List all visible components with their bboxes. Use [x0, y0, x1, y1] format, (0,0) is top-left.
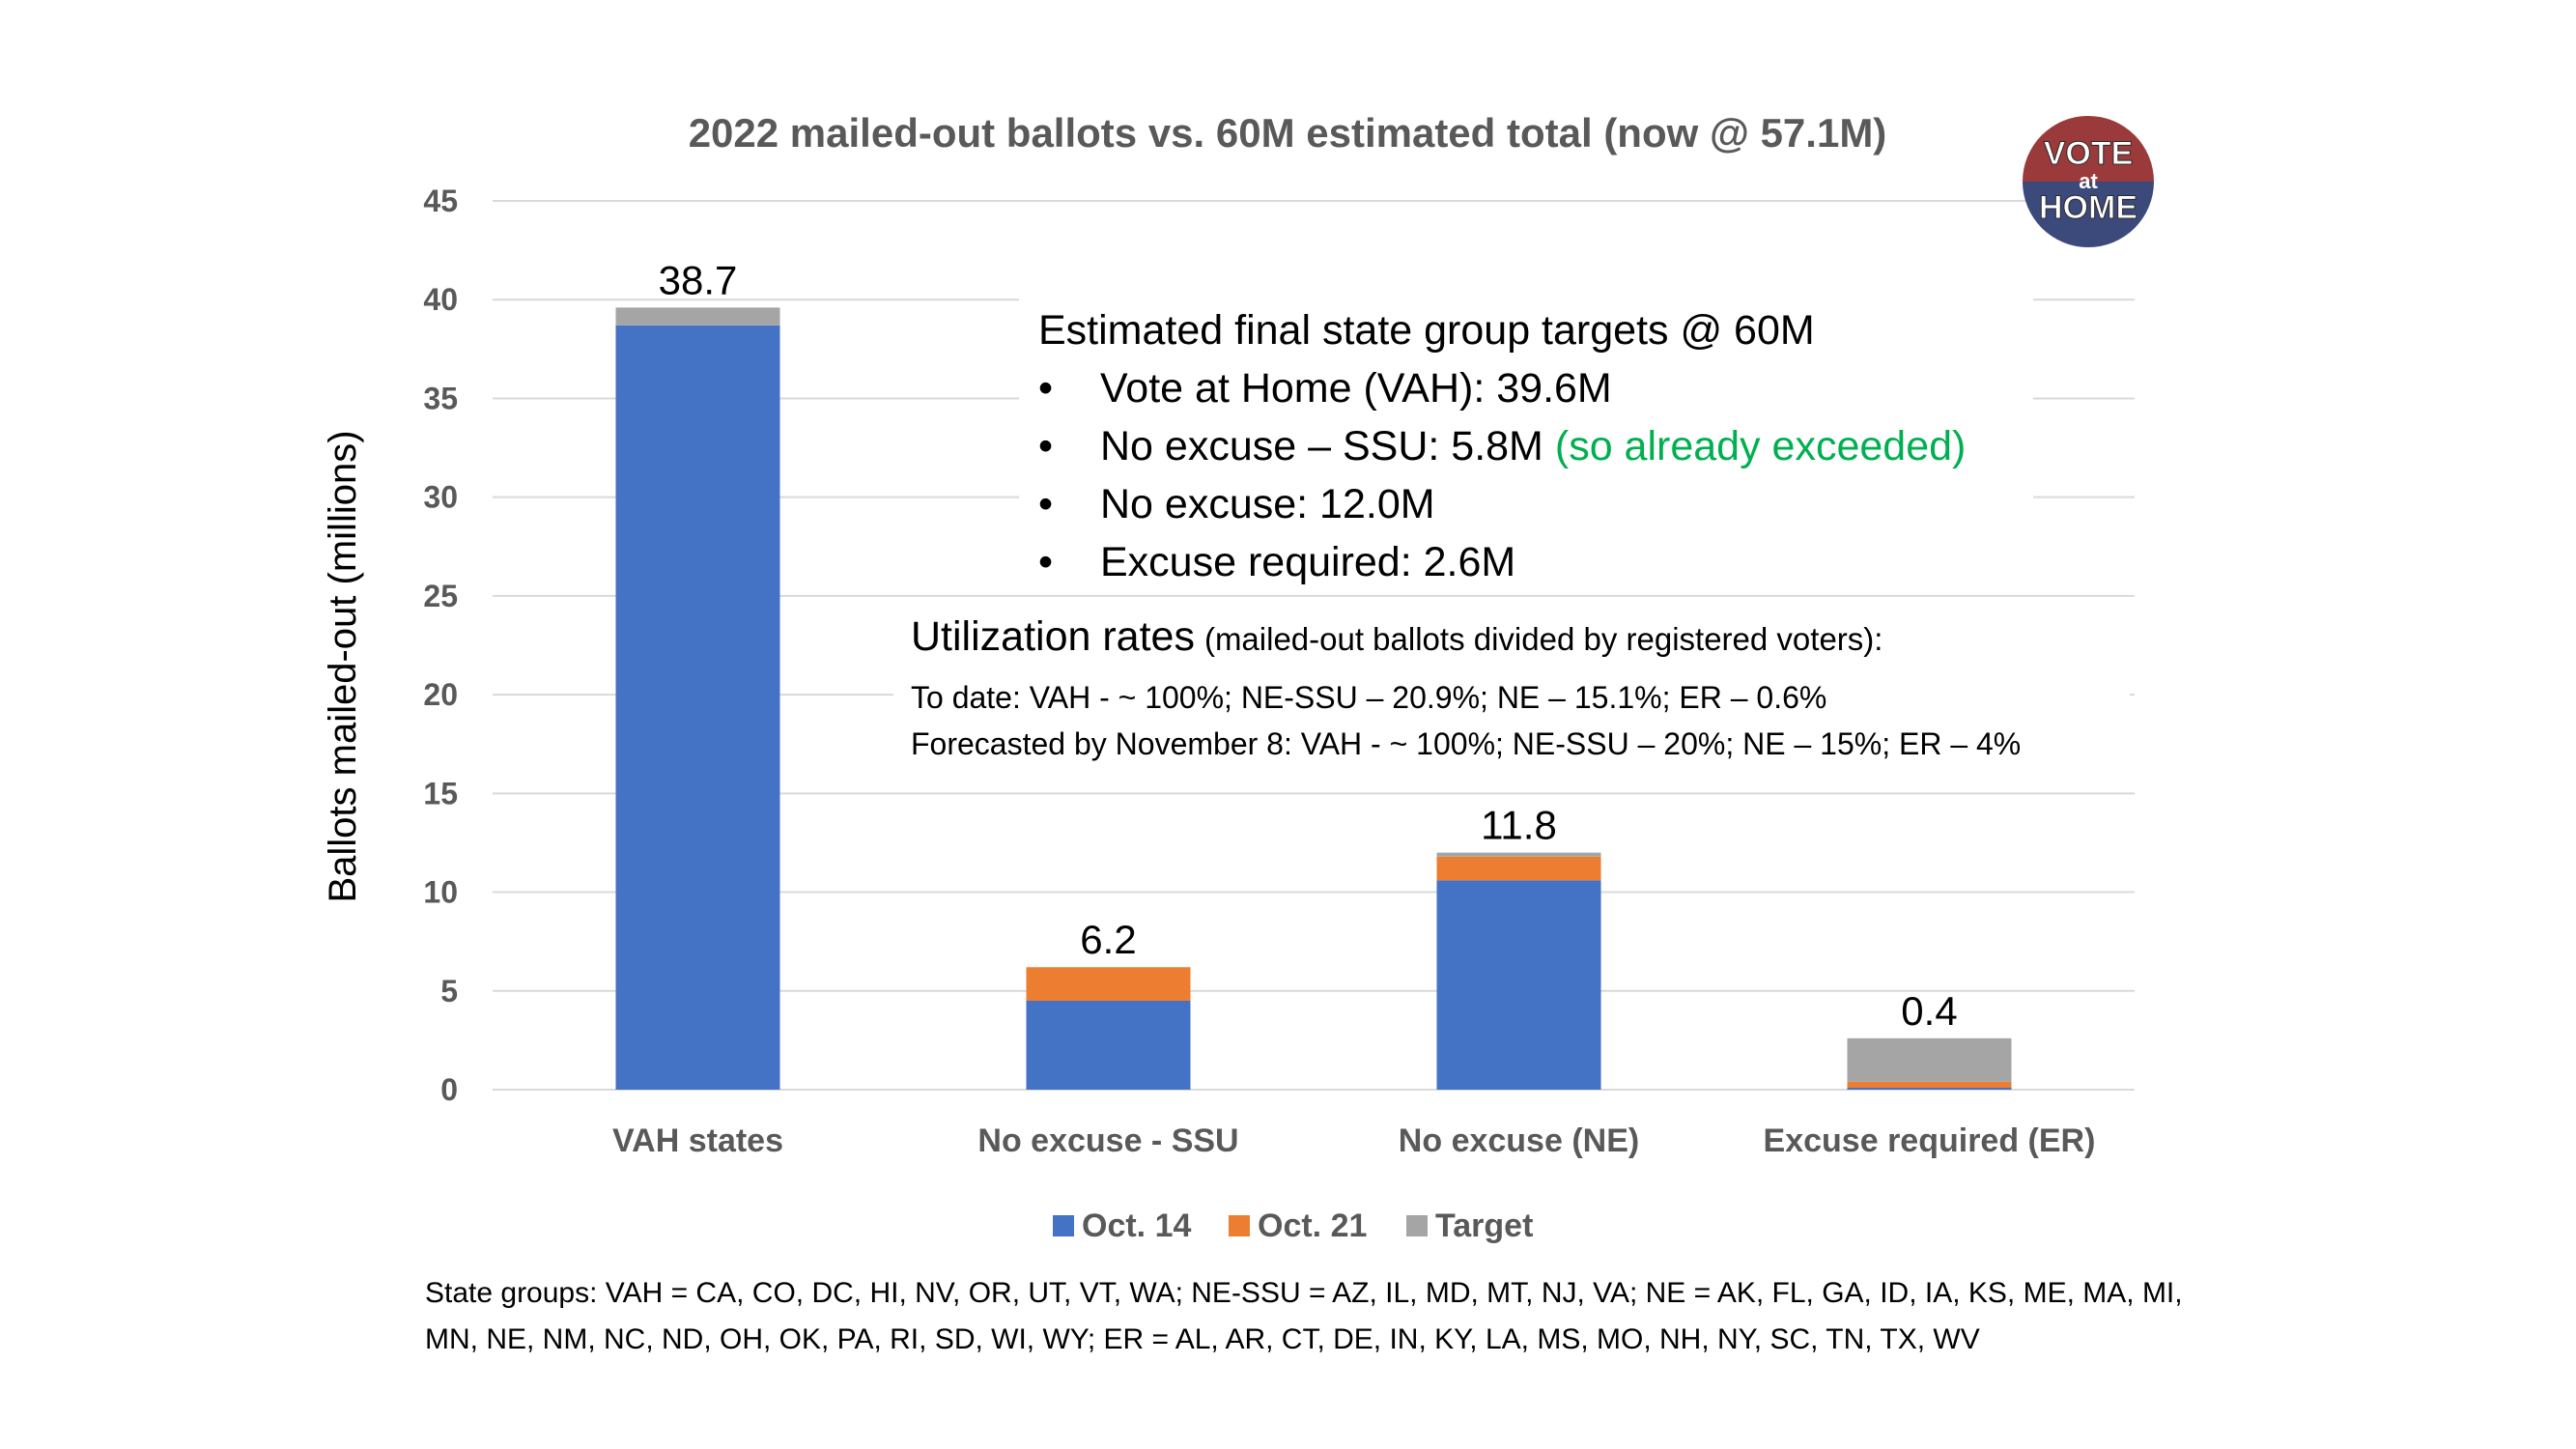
legend-label: Oct. 21	[1258, 1208, 1367, 1244]
bar-segment	[1436, 880, 1601, 1090]
y-tick-label: 40	[423, 282, 458, 317]
bar-segment	[1026, 1001, 1191, 1090]
logo-text-home: HOME	[2039, 189, 2137, 226]
legend-swatch	[1406, 1215, 1428, 1236]
utilization-heading-row: Utilization rates (mailed-out ballots div…	[911, 609, 2130, 674]
utilization-forecast: Forecasted by November 8: VAH - ~ 100%; …	[911, 726, 2022, 761]
legend: Oct. 14 Oct. 21 Target	[1053, 1208, 1533, 1244]
legend-swatch	[1053, 1215, 1074, 1236]
bullet-icon: •	[1038, 365, 1054, 412]
vote-at-home-logo: VOTE at HOME	[2023, 116, 2154, 247]
legend-label: Target	[1435, 1208, 1533, 1244]
x-category-label: No excuse - SSU	[977, 1122, 1238, 1159]
utilization-annotation-box: Utilization rates (mailed-out ballots div…	[893, 609, 2130, 773]
target-text: Excuse required: 2.6M	[1100, 539, 1516, 585]
bar-segment	[1026, 967, 1191, 1001]
x-category-label: Excuse required (ER)	[1764, 1122, 2096, 1159]
bars	[615, 307, 2012, 1090]
y-tick-label: 25	[423, 579, 458, 613]
bar-data-label: 38.7	[659, 257, 738, 302]
legend-swatch	[1229, 1215, 1250, 1236]
data-labels: 38.7 6.2 11.8 0.4	[659, 257, 1958, 1033]
bullet-icon: •	[1038, 423, 1054, 469]
bar-segment	[1847, 1087, 2012, 1090]
targets-list: • Vote at Home (VAH): 39.6M • No excuse …	[1038, 359, 2033, 591]
legend-label: Oct. 14	[1082, 1208, 1191, 1244]
utilization-heading-note: (mailed-out ballots divided by registere…	[1203, 621, 1883, 657]
y-axis-ticks: 0 5 10 15 20 25 30 35 40 45	[423, 184, 458, 1107]
y-tick-label: 35	[423, 381, 458, 415]
y-tick-label: 10	[423, 875, 458, 910]
y-tick-label: 30	[423, 480, 458, 515]
y-tick-label: 0	[440, 1072, 458, 1107]
bar-segment	[1847, 1037, 2012, 1082]
logo-text-at: at	[2079, 169, 2098, 193]
y-tick-label: 5	[440, 974, 458, 1009]
targets-list-item: • Vote at Home (VAH): 39.6M	[1038, 359, 2033, 417]
state-groups-footnote: State groups: VAH = CA, CO, DC, HI, NV, …	[425, 1270, 2357, 1363]
y-tick-label: 45	[423, 184, 458, 218]
logo-text-vote: VOTE	[2044, 135, 2134, 172]
targets-annotation-box: Estimated final state group targets @ 60…	[1019, 298, 2033, 592]
bar-segment	[615, 325, 780, 1090]
bar-data-label: 11.8	[1481, 803, 1557, 848]
x-category-label: No excuse (NE)	[1399, 1122, 1639, 1159]
bar-segment	[1847, 1081, 2012, 1088]
footnote-line: State groups: VAH = CA, CO, DC, HI, NV, …	[425, 1277, 2183, 1309]
x-axis-categories: VAH states No excuse - SSU No excuse (NE) E…	[612, 1122, 2095, 1159]
targets-list-item: • No excuse – SSU: 5.8M (so already exce…	[1038, 417, 2033, 475]
bar-segment	[1436, 856, 1601, 881]
y-tick-label: 20	[423, 677, 458, 712]
chart-title: 2022 mailed-out ballots vs. 60M estimate…	[689, 110, 1887, 156]
bar-data-label: 0.4	[1901, 988, 1957, 1034]
y-axis-label: Ballots mailed-out (millions)	[322, 430, 364, 902]
target-note: (so already exceeded)	[1554, 423, 1967, 469]
target-text: Vote at Home (VAH): 39.6M	[1100, 365, 1612, 412]
target-text: No excuse: 12.0M	[1100, 481, 1435, 527]
bullet-icon: •	[1038, 481, 1054, 527]
footnote-line: MN, NE, NM, NC, ND, OH, OK, PA, RI, SD, …	[425, 1323, 1980, 1355]
x-category-label: VAH states	[612, 1122, 783, 1159]
utilization-heading: Utilization rates	[911, 613, 1195, 660]
bar-data-label: 6.2	[1080, 917, 1136, 962]
targets-heading: Estimated final state group targets @ 60…	[1038, 307, 1815, 354]
y-tick-label: 15	[423, 776, 458, 810]
utilization-to-date: To date: VAH - ~ 100%; NE-SSU – 20.9%; N…	[911, 680, 1827, 715]
targets-list-item: • No excuse: 12.0M	[1038, 475, 2033, 533]
target-text: No excuse – SSU: 5.8M	[1100, 423, 1543, 469]
bar-segment	[615, 307, 780, 326]
targets-list-item: • Excuse required: 2.6M	[1038, 533, 2033, 591]
bar-segment	[1436, 852, 1601, 857]
bullet-icon: •	[1038, 539, 1054, 585]
